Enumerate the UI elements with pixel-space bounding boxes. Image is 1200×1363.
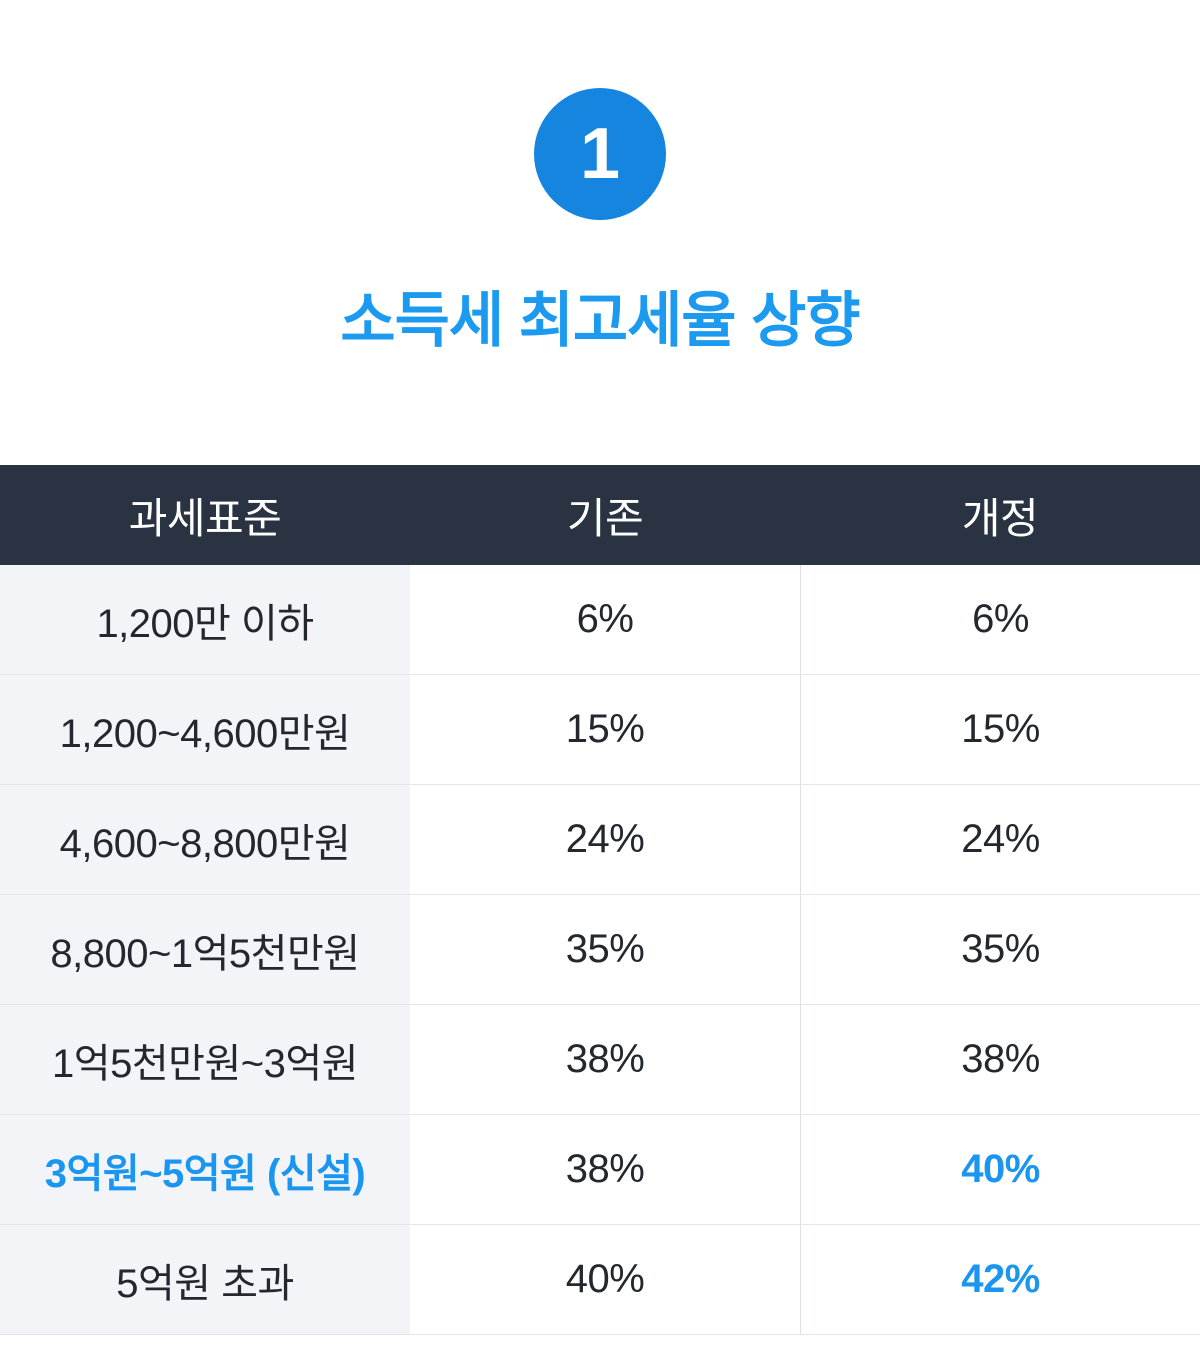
revised-rate-cell: 15% xyxy=(800,675,1200,784)
table-row: 4,600~8,800만원 24% 24% xyxy=(0,785,1200,895)
revised-rate-cell: 35% xyxy=(800,895,1200,1004)
tax-base-cell: 4,600~8,800만원 xyxy=(0,785,410,894)
existing-rate-cell: 15% xyxy=(565,707,645,751)
income-tax-rate-table: 과세표준 기존 개정 1,200만 이하 6% 6% 1,200~4,600만원… xyxy=(0,465,1200,1335)
existing-rate-cell: 6% xyxy=(576,597,634,641)
column-header-revised: 개정 xyxy=(961,494,1039,542)
existing-rate-cell: 38% xyxy=(565,1037,645,1081)
tax-base-cell: 3억원~5억원 (신설) xyxy=(0,1115,410,1224)
existing-rate-cell: 35% xyxy=(565,927,645,971)
existing-rate-cell: 40% xyxy=(565,1257,645,1301)
existing-rate-cell: 24% xyxy=(565,817,645,861)
table-body: 1,200만 이하 6% 6% 1,200~4,600만원 15% 15% 4,… xyxy=(0,565,1200,1335)
tax-base-cell: 1억5천만원~3억원 xyxy=(0,1005,410,1114)
table-header-row: 과세표준 기존 개정 xyxy=(0,465,1200,565)
tax-base-cell: 8,800~1억5천만원 xyxy=(0,895,410,1004)
section-number-badge: 1 xyxy=(534,88,666,220)
revised-rate-cell: 6% xyxy=(800,565,1200,674)
column-header-tax-base: 과세표준 xyxy=(128,494,282,542)
revised-rate-cell: 42% xyxy=(800,1225,1200,1334)
tax-base-cell: 1,200~4,600만원 xyxy=(0,675,410,784)
table-row-new-bracket: 3억원~5억원 (신설) 38% 40% xyxy=(0,1115,1200,1225)
existing-rate-cell: 38% xyxy=(565,1147,645,1191)
section-number: 1 xyxy=(579,114,621,194)
page-title: 소득세 최고세율 상향 xyxy=(340,287,860,354)
revised-rate-cell: 40% xyxy=(800,1115,1200,1224)
table-row: 5억원 초과 40% 42% xyxy=(0,1225,1200,1335)
table-row: 1,200만 이하 6% 6% xyxy=(0,565,1200,675)
table-row: 8,800~1억5천만원 35% 35% xyxy=(0,895,1200,1005)
tax-base-cell: 1,200만 이하 xyxy=(0,565,410,674)
column-header-existing: 기존 xyxy=(566,494,644,542)
table-row: 1,200~4,600만원 15% 15% xyxy=(0,675,1200,785)
revised-rate-cell: 38% xyxy=(800,1005,1200,1114)
revised-rate-cell: 24% xyxy=(800,785,1200,894)
table-row: 1억5천만원~3억원 38% 38% xyxy=(0,1005,1200,1115)
tax-base-cell: 5억원 초과 xyxy=(0,1225,410,1334)
